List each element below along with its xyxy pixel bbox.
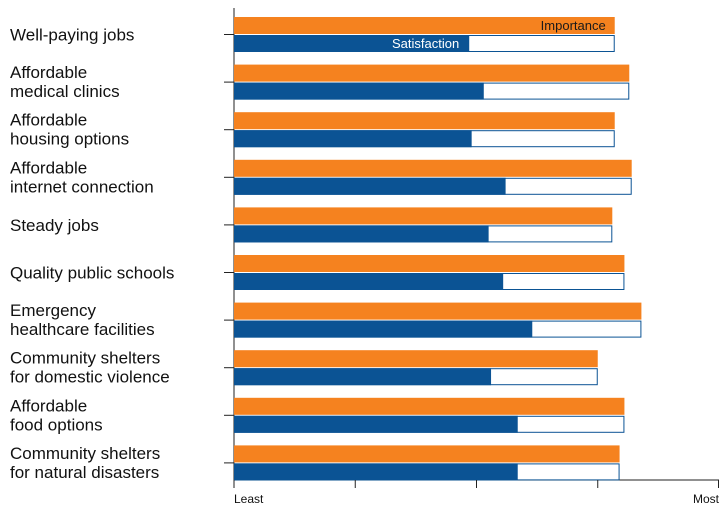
satisfaction-bar: [234, 130, 472, 148]
satisfaction-bar: [234, 82, 484, 100]
bars-layer: Importance Satisfaction: [234, 17, 642, 481]
category-label-line: food options: [10, 415, 103, 434]
category-label-line: Steady jobs: [10, 216, 99, 235]
satisfaction-bar: [234, 273, 504, 290]
category-label-line: Quality public schools: [10, 264, 174, 283]
category-label: Affordable medical clinics: [10, 63, 120, 101]
satisfaction-bar: [234, 320, 533, 338]
category-label-line: for natural disasters: [10, 463, 159, 482]
category-label-line: Community shelters: [10, 444, 160, 463]
importance-bar: [234, 17, 615, 34]
category-label-line: Affordable: [10, 63, 87, 82]
importance-bar: [234, 207, 613, 225]
category-label: Community shelters for natural disasters: [10, 444, 160, 482]
category-label-line: for domestic violence: [10, 368, 170, 387]
category-label-line: medical clinics: [10, 82, 120, 101]
category-label-line: Community shelters: [10, 349, 160, 368]
importance-bar: [234, 445, 620, 463]
satisfaction-bar: [234, 35, 470, 52]
satisfaction-bar: [234, 415, 518, 433]
x-tick-label: Most: [693, 492, 720, 506]
satisfaction-bar: [234, 225, 489, 243]
importance-bar: [234, 302, 642, 320]
importance-series-label: Importance: [541, 18, 606, 33]
category-label: Quality public schools: [10, 264, 174, 283]
category-label: Community shelters for domestic violence: [10, 349, 170, 387]
category-label: Affordable food options: [10, 396, 103, 434]
category-label: Affordable housing options: [10, 111, 129, 149]
x-tick-label: Least: [234, 492, 264, 506]
x-axis-ticks: Least Most: [233, 480, 720, 506]
category-label-line: Affordable: [10, 396, 87, 415]
category-label: Emergency healthcare facilities: [10, 301, 155, 339]
category-label-line: Well-paying jobs: [10, 26, 134, 45]
importance-bar: [234, 112, 615, 130]
category-label: Steady jobs: [10, 216, 99, 235]
importance-bar: [234, 397, 625, 415]
category-label-line: internet connection: [10, 177, 154, 196]
category-label-line: Affordable: [10, 111, 87, 130]
category-label-line: healthcare facilities: [10, 320, 155, 339]
category-label: Affordable internet connection: [10, 158, 154, 196]
importance-bar: [234, 350, 598, 368]
importance-bar: [234, 255, 625, 272]
category-label-line: housing options: [10, 130, 129, 149]
satisfaction-bar: [234, 463, 518, 481]
category-label-line: Affordable: [10, 158, 87, 177]
satisfaction-bar: [234, 368, 492, 386]
importance-bar: [234, 159, 632, 177]
category-label-line: Emergency: [10, 301, 96, 320]
satisfaction-bar: [234, 177, 506, 195]
importance-bar: [234, 64, 630, 82]
category-label: Well-paying jobs: [10, 26, 134, 45]
satisfaction-series-label: Satisfaction: [392, 36, 459, 51]
